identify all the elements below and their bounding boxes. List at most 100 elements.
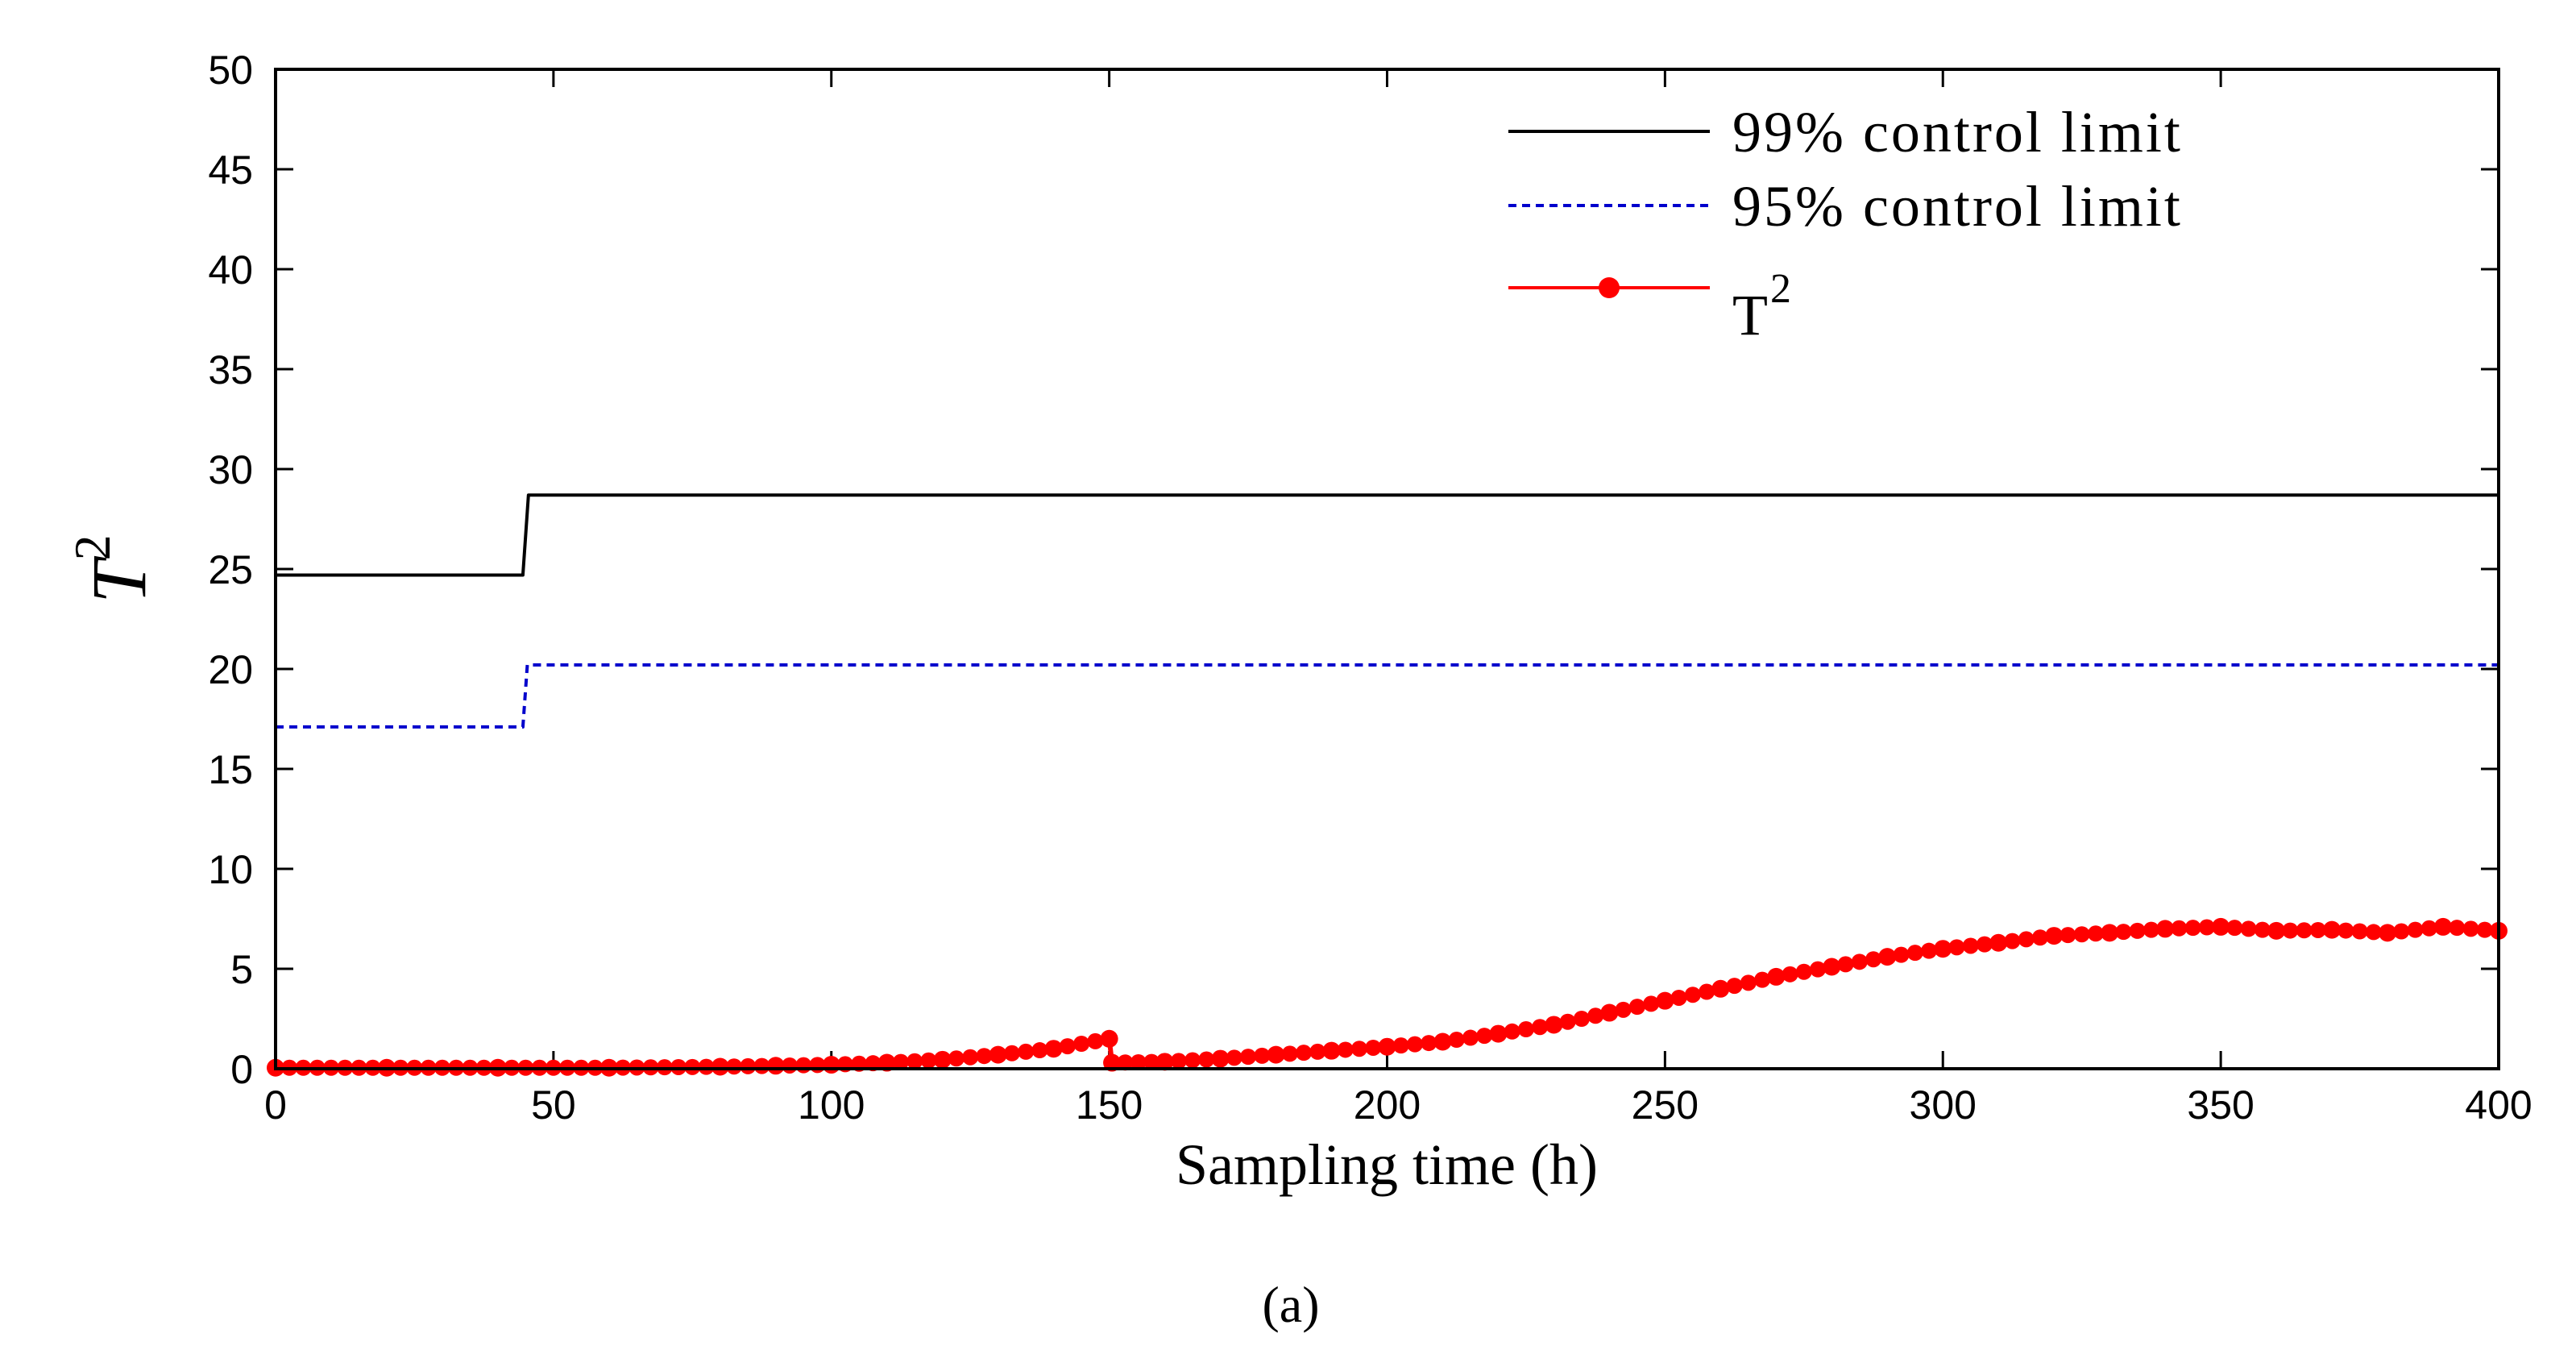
series-point: [1018, 1043, 1035, 1060]
y-tick-label: 40: [208, 247, 253, 293]
y-axis-title-base: T: [76, 555, 162, 604]
series-point: [684, 1058, 701, 1075]
series-point: [1351, 1041, 1368, 1057]
x-tick-label: 300: [1910, 1082, 1977, 1128]
series-point: [670, 1058, 687, 1075]
series-point: [2018, 931, 2035, 948]
series-point: [2129, 922, 2146, 939]
legend-label-t2-base: T: [1732, 283, 1770, 347]
series-point: [782, 1057, 799, 1074]
series-point: [1699, 983, 1715, 1000]
x-tick-label: 100: [798, 1082, 865, 1128]
series-point: [892, 1053, 909, 1070]
series-point: [1921, 942, 1938, 959]
legend: 99% control limit 95% control limit T2: [1508, 100, 2183, 347]
series-point: [1573, 1011, 1590, 1027]
series-point: [753, 1057, 770, 1074]
series-point: [2226, 920, 2243, 937]
y-tick-label: 20: [208, 647, 253, 692]
series-point: [1865, 951, 1882, 968]
series-point: [1559, 1013, 1576, 1030]
y-tick-label: 35: [208, 347, 253, 393]
series-point: [1767, 967, 1786, 986]
series-point: [1365, 1039, 1382, 1056]
series-point: [1837, 956, 1854, 973]
series-point: [1433, 1032, 1452, 1051]
series-point: [920, 1052, 937, 1069]
series-point: [1117, 1054, 1134, 1071]
legend-marker-t2: [1599, 277, 1620, 298]
series-point: [1281, 1045, 1298, 1062]
y-tick-label: 5: [230, 947, 253, 992]
series-point: [1309, 1043, 1326, 1060]
series-point: [1948, 939, 1965, 956]
series-point: [1378, 1037, 1396, 1056]
series-point: [2267, 921, 2286, 940]
series-point: [948, 1050, 964, 1067]
series-point: [1628, 999, 1645, 1016]
series-point: [2323, 920, 2342, 939]
series-point: [1476, 1028, 1493, 1045]
series-point: [1267, 1045, 1285, 1064]
y-tick-label: 50: [208, 48, 253, 93]
series-point: [1878, 948, 1897, 966]
series-point: [2156, 920, 2175, 938]
series-point: [976, 1048, 993, 1065]
series-point: [2101, 924, 2119, 942]
series-point: [1100, 1029, 1118, 1048]
y-tick-label: 30: [208, 447, 253, 492]
series-point: [1656, 991, 1674, 1010]
series-point: [2240, 920, 2257, 937]
series-point: [2004, 933, 2021, 949]
series-point: [1003, 1045, 1020, 1061]
series-point: [989, 1045, 1007, 1064]
series-point: [1906, 945, 1923, 962]
series-point: [2449, 920, 2466, 937]
x-tick-label: 200: [1354, 1082, 1421, 1128]
x-tick-label: 250: [1632, 1082, 1699, 1128]
series-point: [2060, 927, 2076, 944]
legend-label-t2: T2: [1732, 266, 1794, 347]
series-point: [2462, 920, 2479, 937]
series-point: [1059, 1038, 1076, 1055]
series-point: [1893, 946, 1910, 963]
series-point: [1754, 971, 1771, 988]
series-point: [2365, 924, 2382, 941]
series-point: [1031, 1042, 1048, 1059]
series-point: [740, 1057, 757, 1074]
series-point: [1810, 961, 1827, 978]
series-layer: [267, 493, 2508, 1077]
series-point: [1615, 1001, 1632, 1018]
series-point: [1421, 1035, 1437, 1052]
x-tick-label: 400: [2465, 1082, 2532, 1128]
series-point: [1462, 1029, 1479, 1046]
series-point: [2115, 924, 2132, 941]
series-point: [1670, 989, 1687, 1006]
series-point: [726, 1058, 743, 1075]
series-point: [1322, 1041, 1341, 1060]
y-tick-label: 0: [230, 1047, 253, 1092]
legend-label-95: 95% control limit: [1732, 174, 2183, 239]
series-point: [2254, 921, 2271, 938]
series-line-0: [276, 493, 2499, 577]
series-point: [809, 1057, 826, 1074]
series-point: [2351, 923, 2368, 940]
series-point: [1489, 1024, 1508, 1043]
series-point: [2337, 922, 2354, 939]
series-point: [906, 1053, 923, 1070]
series-point: [1684, 987, 1701, 1003]
series-point: [2031, 929, 2048, 946]
series-point: [1587, 1007, 1604, 1024]
series-point: [1976, 936, 1993, 953]
series-point: [1337, 1041, 1354, 1058]
series-point: [2282, 922, 2299, 939]
svg-text:T2: T2: [64, 534, 162, 603]
series-point: [2309, 921, 2326, 938]
x-tick-label: 0: [264, 1082, 287, 1128]
series-point: [1823, 958, 1841, 976]
series-point: [1155, 1053, 1174, 1071]
series-point: [1130, 1053, 1147, 1070]
y-tick-label: 15: [208, 747, 253, 792]
series-point: [2476, 921, 2493, 938]
